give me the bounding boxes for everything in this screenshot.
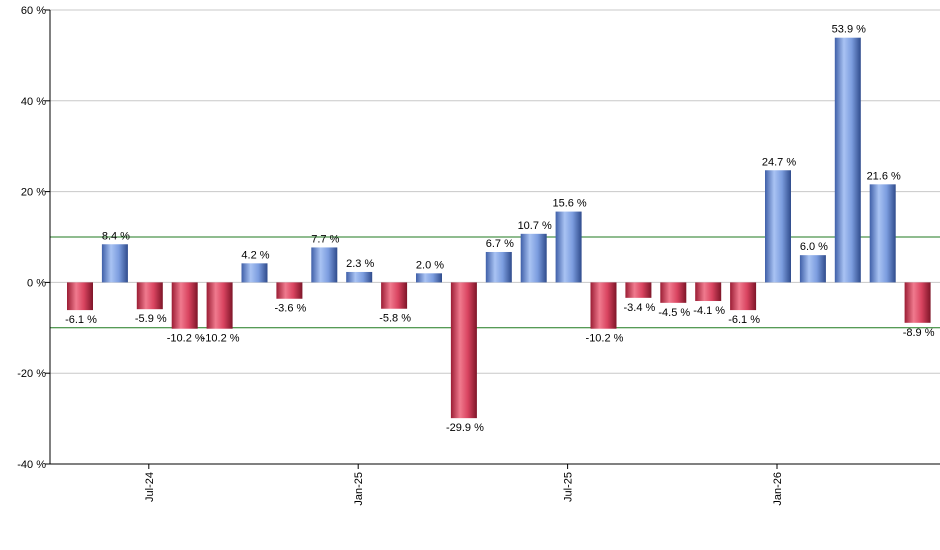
bar <box>101 244 128 283</box>
bar <box>520 233 547 283</box>
data-label: -3.6 % <box>275 303 307 315</box>
x-tick-label: Jul-24 <box>144 472 156 502</box>
bar <box>241 263 268 283</box>
bar <box>450 282 477 419</box>
y-tick-label: 60 % <box>21 5 46 17</box>
bar <box>171 282 198 329</box>
bar <box>311 247 338 283</box>
data-label: -6.1 % <box>65 314 97 326</box>
data-label: 2.3 % <box>346 258 374 270</box>
data-label: 53.9 % <box>832 24 866 36</box>
bar <box>730 282 757 311</box>
bar <box>799 255 826 283</box>
bar <box>765 170 791 283</box>
data-label: -4.1 % <box>693 305 725 317</box>
y-tick-label: 0 % <box>27 277 46 289</box>
x-tick-label: Jan-25 <box>353 472 365 506</box>
bar <box>381 282 408 309</box>
x-tick-label: Jan-26 <box>772 472 784 506</box>
data-label: 7.7 % <box>311 233 339 245</box>
bars <box>67 37 931 419</box>
data-label: -5.9 % <box>135 313 167 325</box>
data-label: -29.9 % <box>446 422 484 434</box>
data-label: -5.8 % <box>379 313 411 325</box>
y-tick-label: -40 % <box>17 459 46 471</box>
data-label: 6.7 % <box>486 238 514 250</box>
bar <box>625 282 652 298</box>
bar <box>67 282 93 311</box>
data-label: 15.6 % <box>552 198 586 210</box>
y-tick-label: -20 % <box>17 368 46 380</box>
data-label: -6.1 % <box>728 314 760 326</box>
data-labels: -6.1 %8.4 %-5.9 %-10.2 %-10.2 %4.2 %-3.6… <box>65 24 935 434</box>
bar <box>416 273 442 283</box>
data-label: 8.4 % <box>102 230 130 242</box>
data-label: -10.2 % <box>167 333 205 345</box>
data-label: 10.7 % <box>518 220 552 232</box>
bar <box>346 271 373 283</box>
bar <box>485 251 512 283</box>
bar <box>695 282 722 302</box>
data-label: 24.7 % <box>762 156 796 168</box>
bar <box>660 282 687 303</box>
bar <box>276 282 303 299</box>
reference-lines <box>50 236 940 329</box>
data-label: -8.9 % <box>903 327 935 339</box>
y-tick-label: 40 % <box>21 96 46 108</box>
data-label: 4.2 % <box>241 249 269 261</box>
grid-lines <box>50 9 940 374</box>
data-label: -4.5 % <box>658 307 690 319</box>
data-label: 2.0 % <box>416 259 444 271</box>
bar <box>869 184 896 283</box>
x-tick-label: Jul-25 <box>563 472 575 502</box>
bar <box>904 282 931 323</box>
data-label: -10.2 % <box>586 333 624 345</box>
bar <box>555 211 582 283</box>
data-label: -3.4 % <box>624 302 656 314</box>
bar <box>834 37 861 283</box>
bar <box>206 282 233 329</box>
bar <box>136 282 163 310</box>
bar <box>590 282 617 329</box>
axes: 60 % 40 % 20 % 0 % -20 % -40 % Jul-24 Jan-25 Jul… <box>17 5 940 506</box>
data-label: -10.2 % <box>202 333 240 345</box>
data-label: 21.6 % <box>867 170 901 182</box>
data-label: 6.0 % <box>800 241 828 253</box>
y-tick-label: 20 % <box>21 187 46 199</box>
